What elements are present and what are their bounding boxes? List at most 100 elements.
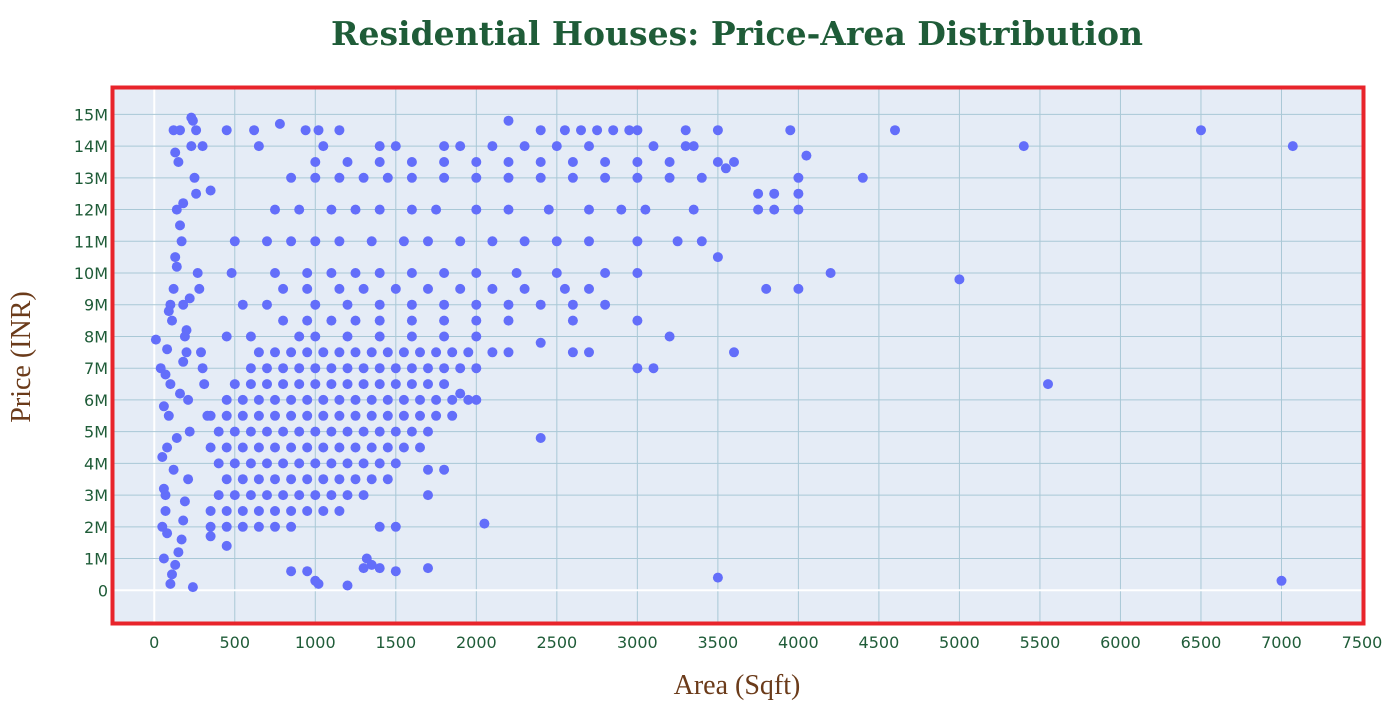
data-point xyxy=(302,268,313,278)
data-point xyxy=(326,490,337,501)
data-point xyxy=(229,379,240,390)
data-point xyxy=(584,236,594,247)
data-point xyxy=(326,268,337,278)
data-point xyxy=(487,141,498,152)
data-point xyxy=(205,506,216,516)
data-point xyxy=(358,563,369,574)
data-point xyxy=(600,299,611,310)
data-point xyxy=(181,347,192,358)
data-point xyxy=(712,572,723,583)
data-point xyxy=(664,331,675,342)
data-point xyxy=(310,172,321,183)
data-point xyxy=(342,331,353,342)
data-point xyxy=(334,410,345,421)
data-point xyxy=(294,458,305,469)
data-point xyxy=(471,204,482,215)
data-point xyxy=(196,347,206,358)
data-point xyxy=(302,442,313,453)
data-point xyxy=(294,331,305,342)
data-point xyxy=(183,474,194,485)
data-point xyxy=(793,204,804,215)
data-point xyxy=(310,236,321,247)
data-point xyxy=(519,141,530,152)
data-point xyxy=(358,490,369,501)
data-point xyxy=(162,442,173,453)
data-point xyxy=(221,331,232,342)
data-point xyxy=(382,394,393,405)
data-point xyxy=(374,521,385,532)
data-point xyxy=(551,236,562,247)
data-point xyxy=(313,578,324,589)
data-point xyxy=(171,261,182,272)
data-point xyxy=(157,452,168,462)
data-point xyxy=(318,442,329,453)
data-point xyxy=(406,172,417,183)
data-point xyxy=(415,410,425,421)
data-point xyxy=(358,363,369,374)
data-point xyxy=(286,566,297,577)
data-point xyxy=(334,125,345,136)
data-point xyxy=(176,236,187,247)
data-point xyxy=(390,521,401,532)
data-point xyxy=(253,521,264,532)
x-tick-label: 1000 xyxy=(295,633,336,652)
data-point xyxy=(455,236,466,247)
data-point xyxy=(205,185,216,196)
data-point xyxy=(406,315,417,326)
data-point xyxy=(318,506,329,516)
data-point xyxy=(374,315,385,326)
data-point xyxy=(318,474,329,485)
data-point xyxy=(358,426,369,437)
data-point xyxy=(350,204,361,215)
data-point xyxy=(471,299,482,310)
data-point xyxy=(592,125,603,136)
data-point xyxy=(334,442,345,453)
data-point xyxy=(310,379,321,390)
y-axis-ticks: 0 1M 2M 3M 4M 5M 6M 7M 8M 9M 10M 11M 12M 13M 14M 15M xyxy=(74,105,108,600)
data-point xyxy=(205,442,216,453)
data-point xyxy=(439,331,450,342)
data-point xyxy=(262,363,272,374)
data-point xyxy=(374,379,385,390)
data-point xyxy=(439,315,450,326)
data-point xyxy=(186,141,197,152)
data-point xyxy=(158,553,169,564)
data-point xyxy=(535,337,546,348)
data-point xyxy=(382,474,393,485)
data-point xyxy=(158,483,169,494)
data-point xyxy=(286,236,297,247)
data-point xyxy=(358,172,369,183)
data-point xyxy=(270,347,280,358)
data-point xyxy=(318,410,329,421)
data-point xyxy=(178,356,189,367)
data-point xyxy=(890,125,900,136)
x-tick-label: 500 xyxy=(220,633,251,652)
data-point xyxy=(415,347,425,358)
data-point xyxy=(197,363,208,374)
data-point xyxy=(253,347,264,358)
data-point xyxy=(503,347,514,358)
data-point xyxy=(712,157,723,167)
grid-lines xyxy=(114,89,1363,622)
data-point xyxy=(519,283,530,294)
data-point xyxy=(358,283,369,294)
data-point xyxy=(567,315,578,326)
data-point xyxy=(632,315,643,326)
data-point xyxy=(334,474,345,485)
data-point xyxy=(262,426,272,437)
data-point xyxy=(342,379,353,390)
data-point xyxy=(245,363,256,374)
data-point xyxy=(358,379,369,390)
data-point xyxy=(648,363,659,374)
data-point xyxy=(648,141,659,152)
data-point xyxy=(374,426,385,437)
data-point xyxy=(162,528,173,539)
data-point xyxy=(342,363,353,374)
data-point xyxy=(616,204,627,215)
data-point xyxy=(245,458,256,469)
data-point xyxy=(163,306,174,317)
y-tick-label: 5M xyxy=(84,423,108,442)
x-tick-label: 7000 xyxy=(1261,633,1302,652)
data-point xyxy=(535,125,546,136)
